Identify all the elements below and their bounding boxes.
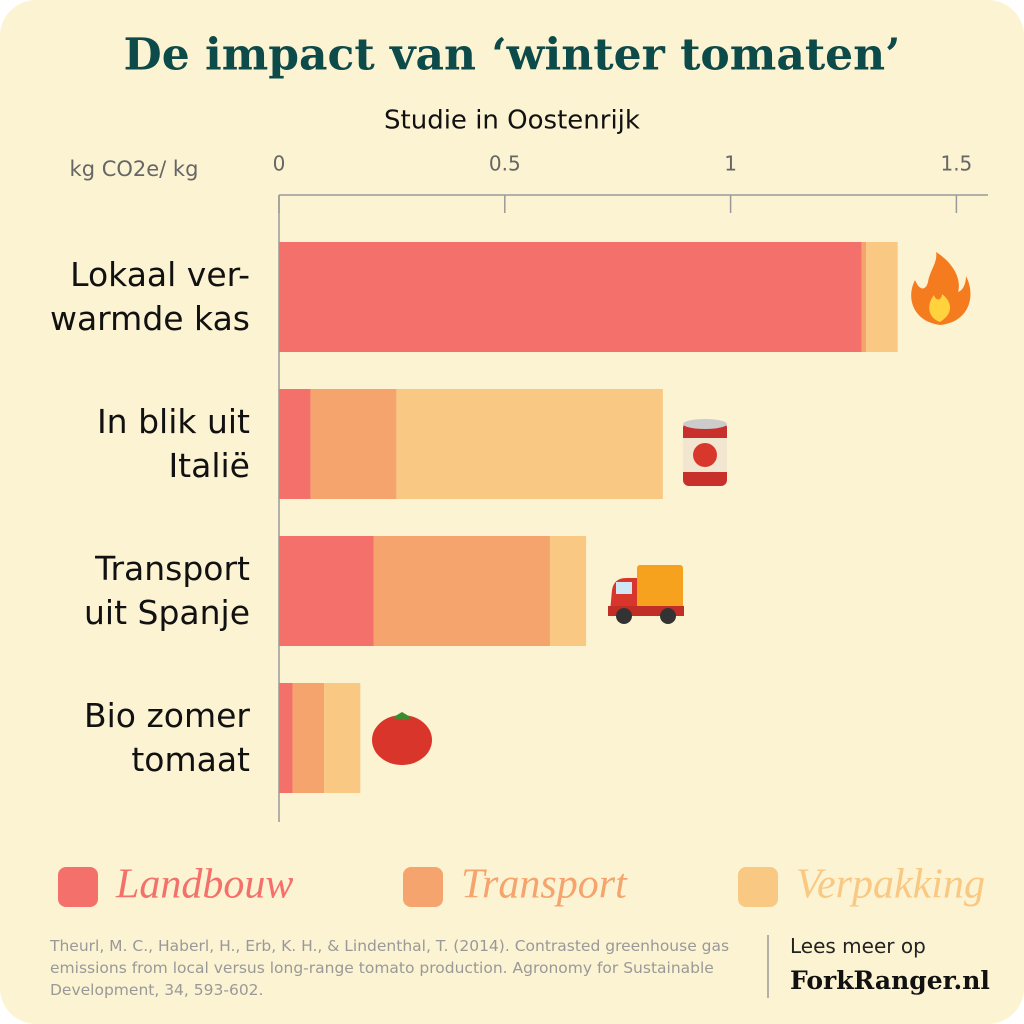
legend-label: Transport <box>461 862 628 908</box>
bar-segment <box>866 242 898 352</box>
category-label: In blik uit Italië <box>96 402 250 485</box>
legend-swatch <box>58 867 98 907</box>
legend-swatch <box>738 867 778 907</box>
legend-label: Verpakking <box>796 862 985 908</box>
category-label: Bio zomer tomaat <box>83 696 250 779</box>
bar-segment <box>279 389 311 499</box>
category-label: Transport uit Spanje <box>83 549 250 632</box>
legend-swatch <box>403 867 443 907</box>
site-link[interactable]: ForkRanger.nl <box>790 966 990 995</box>
read-more: Lees meer op <box>790 934 926 958</box>
bar-segment <box>279 683 293 793</box>
category-label: Lokaal ver- warmde kas <box>49 255 250 338</box>
chart-subtitle: Studie in Oostenrijk <box>384 106 640 136</box>
x-tick-label: 0.5 <box>489 152 521 176</box>
bar-segment <box>549 536 587 646</box>
bar-segment <box>310 389 397 499</box>
bar-segment <box>292 683 325 793</box>
bar-segment <box>279 242 862 352</box>
bar-segment <box>279 536 374 646</box>
x-tick-label: 1.5 <box>940 152 972 176</box>
can-icon <box>683 419 727 486</box>
tomato-icon <box>372 712 432 765</box>
truck-icon <box>608 565 684 624</box>
chart-title: De impact van ‘winter tomaten’ <box>124 30 901 81</box>
legend-label: Landbouw <box>115 862 293 908</box>
bar-segment <box>861 242 867 352</box>
fire-icon <box>911 252 971 325</box>
x-tick-label: 0 <box>273 152 286 176</box>
bar-segment <box>396 389 663 499</box>
bar-segment <box>324 683 361 793</box>
axis-label: kg CO2e/ kg <box>70 157 199 181</box>
x-tick-label: 1 <box>724 152 737 176</box>
bar-segment <box>373 536 550 646</box>
citation: Theurl, M. C., Haberl, H., Erb, K. H., &… <box>50 937 730 999</box>
